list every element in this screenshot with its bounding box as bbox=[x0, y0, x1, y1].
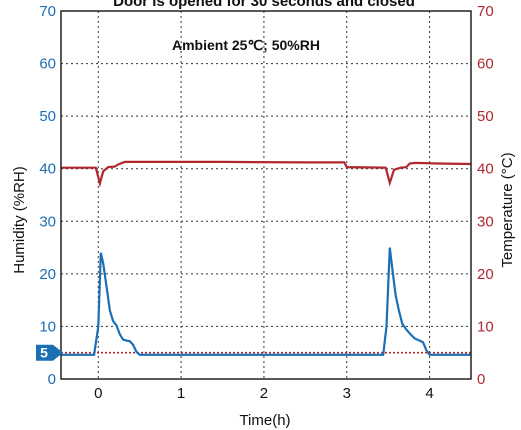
y-left-tick-label: 70 bbox=[39, 3, 56, 20]
y-right-tick-label: 20 bbox=[477, 266, 494, 283]
grid-layer bbox=[61, 11, 471, 379]
ambient-annotation: Ambient 25℃; 50%RH bbox=[172, 37, 320, 53]
y-right-tick-label: 70 bbox=[477, 3, 494, 20]
y-left-tick-label: 0 bbox=[48, 371, 56, 388]
x-tick-label: 4 bbox=[425, 385, 433, 402]
x-tick-label: 2 bbox=[260, 385, 268, 402]
y-left-tick-label: 40 bbox=[39, 161, 56, 178]
y-right-tick-label: 50 bbox=[477, 108, 494, 125]
y-axis-right-title: Temperature (°C) bbox=[499, 152, 516, 267]
y-right-tick-label: 40 bbox=[477, 161, 494, 178]
y-right-tick-label: 0 bbox=[477, 371, 485, 388]
y-right-tick-label: 60 bbox=[477, 56, 494, 73]
x-tick-label: 3 bbox=[343, 385, 351, 402]
y-left-tick-label: 50 bbox=[39, 108, 56, 125]
marker-arrow-badge bbox=[36, 344, 63, 361]
y-right-tick-label: 10 bbox=[477, 318, 494, 335]
chart-title: Door is opened for 30 seconds and closed bbox=[113, 0, 415, 10]
y-axis-left-title: Humidity (%RH) bbox=[11, 166, 28, 274]
y-left-tick-label: 10 bbox=[39, 318, 56, 335]
marker-value-label: 5 bbox=[40, 345, 48, 361]
x-tick-label: 0 bbox=[94, 385, 102, 402]
y-right-tick-label: 30 bbox=[477, 213, 494, 230]
series-temperature-line bbox=[61, 160, 472, 188]
x-axis-title: Time(h) bbox=[239, 412, 290, 429]
y-left-tick-label: 20 bbox=[39, 266, 56, 283]
series-humidity-line bbox=[61, 247, 471, 356]
y-left-tick-label: 60 bbox=[39, 56, 56, 73]
plot-frame bbox=[60, 10, 472, 380]
y-left-tick-label: 30 bbox=[39, 213, 56, 230]
x-tick-label: 1 bbox=[177, 385, 185, 402]
